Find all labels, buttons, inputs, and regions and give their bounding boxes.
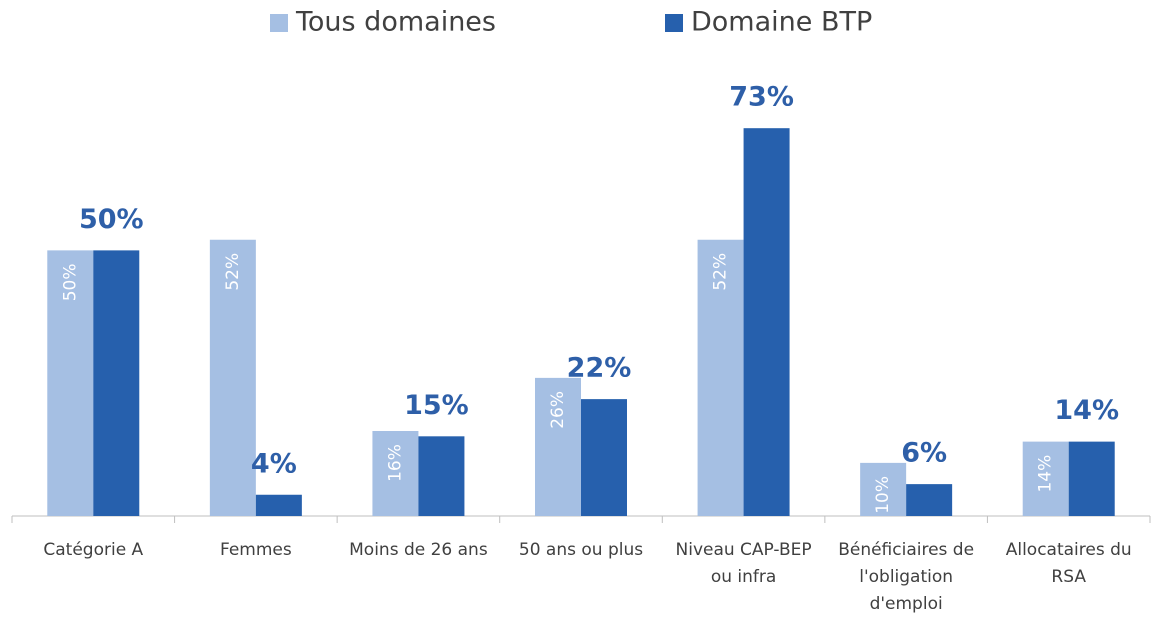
x-tick-label: Femmes [220, 540, 292, 560]
value-label: 52% [711, 253, 731, 291]
x-tick-label: Catégorie A [43, 540, 143, 560]
x-tick-label: 50 ans ou plus [519, 540, 643, 560]
bar [697, 239, 744, 516]
bar [372, 431, 419, 516]
value-label: 4% [251, 448, 297, 479]
value-label: 14% [1054, 395, 1119, 426]
value-label: 26% [548, 391, 568, 429]
value-label: 22% [567, 353, 632, 384]
bar [581, 399, 627, 516]
x-tick-label: Allocataires du RSA [1006, 540, 1132, 587]
x-tick-label-line: ou infra [711, 567, 776, 587]
x-tick-label: Bénéficiaires de l'obligation d'emploi [838, 540, 974, 614]
x-tick-label-line: d'emploi [870, 594, 943, 614]
bar [209, 239, 256, 516]
legend-label: Domaine BTP [691, 7, 872, 38]
value-label: 50% [79, 204, 144, 235]
value-label: 73% [729, 82, 794, 113]
x-tick-label-line: l'obligation [859, 567, 953, 587]
bar [93, 250, 140, 516]
bar [1068, 441, 1115, 516]
x-tick-label-line: RSA [1051, 567, 1086, 587]
legend-swatch [270, 14, 288, 32]
bar [535, 377, 581, 516]
bar [1022, 441, 1069, 516]
value-label: 14% [1036, 455, 1056, 493]
value-label: 15% [404, 390, 469, 421]
value-label: 6% [901, 438, 947, 469]
x-tick-label: Moins de 26 ans [349, 540, 488, 560]
value-label: 16% [385, 444, 405, 482]
bar [743, 128, 790, 516]
x-tick-label-line: Allocataires du [1006, 540, 1132, 560]
legend-label: Tous domaines [295, 7, 496, 38]
bar [255, 494, 302, 516]
bar [860, 462, 907, 516]
bar [418, 436, 465, 516]
x-tick-label-line: Niveau CAP-BEP [676, 540, 812, 560]
legend-swatch [665, 14, 683, 32]
bar [47, 250, 94, 516]
bar [906, 484, 953, 516]
value-label: 50% [60, 263, 80, 301]
value-label: 52% [223, 253, 243, 291]
x-tick-label-line: Bénéficiaires de [838, 540, 974, 560]
x-tick-label: Niveau CAP-BEP ou infra [676, 540, 812, 587]
value-label: 10% [873, 476, 893, 514]
